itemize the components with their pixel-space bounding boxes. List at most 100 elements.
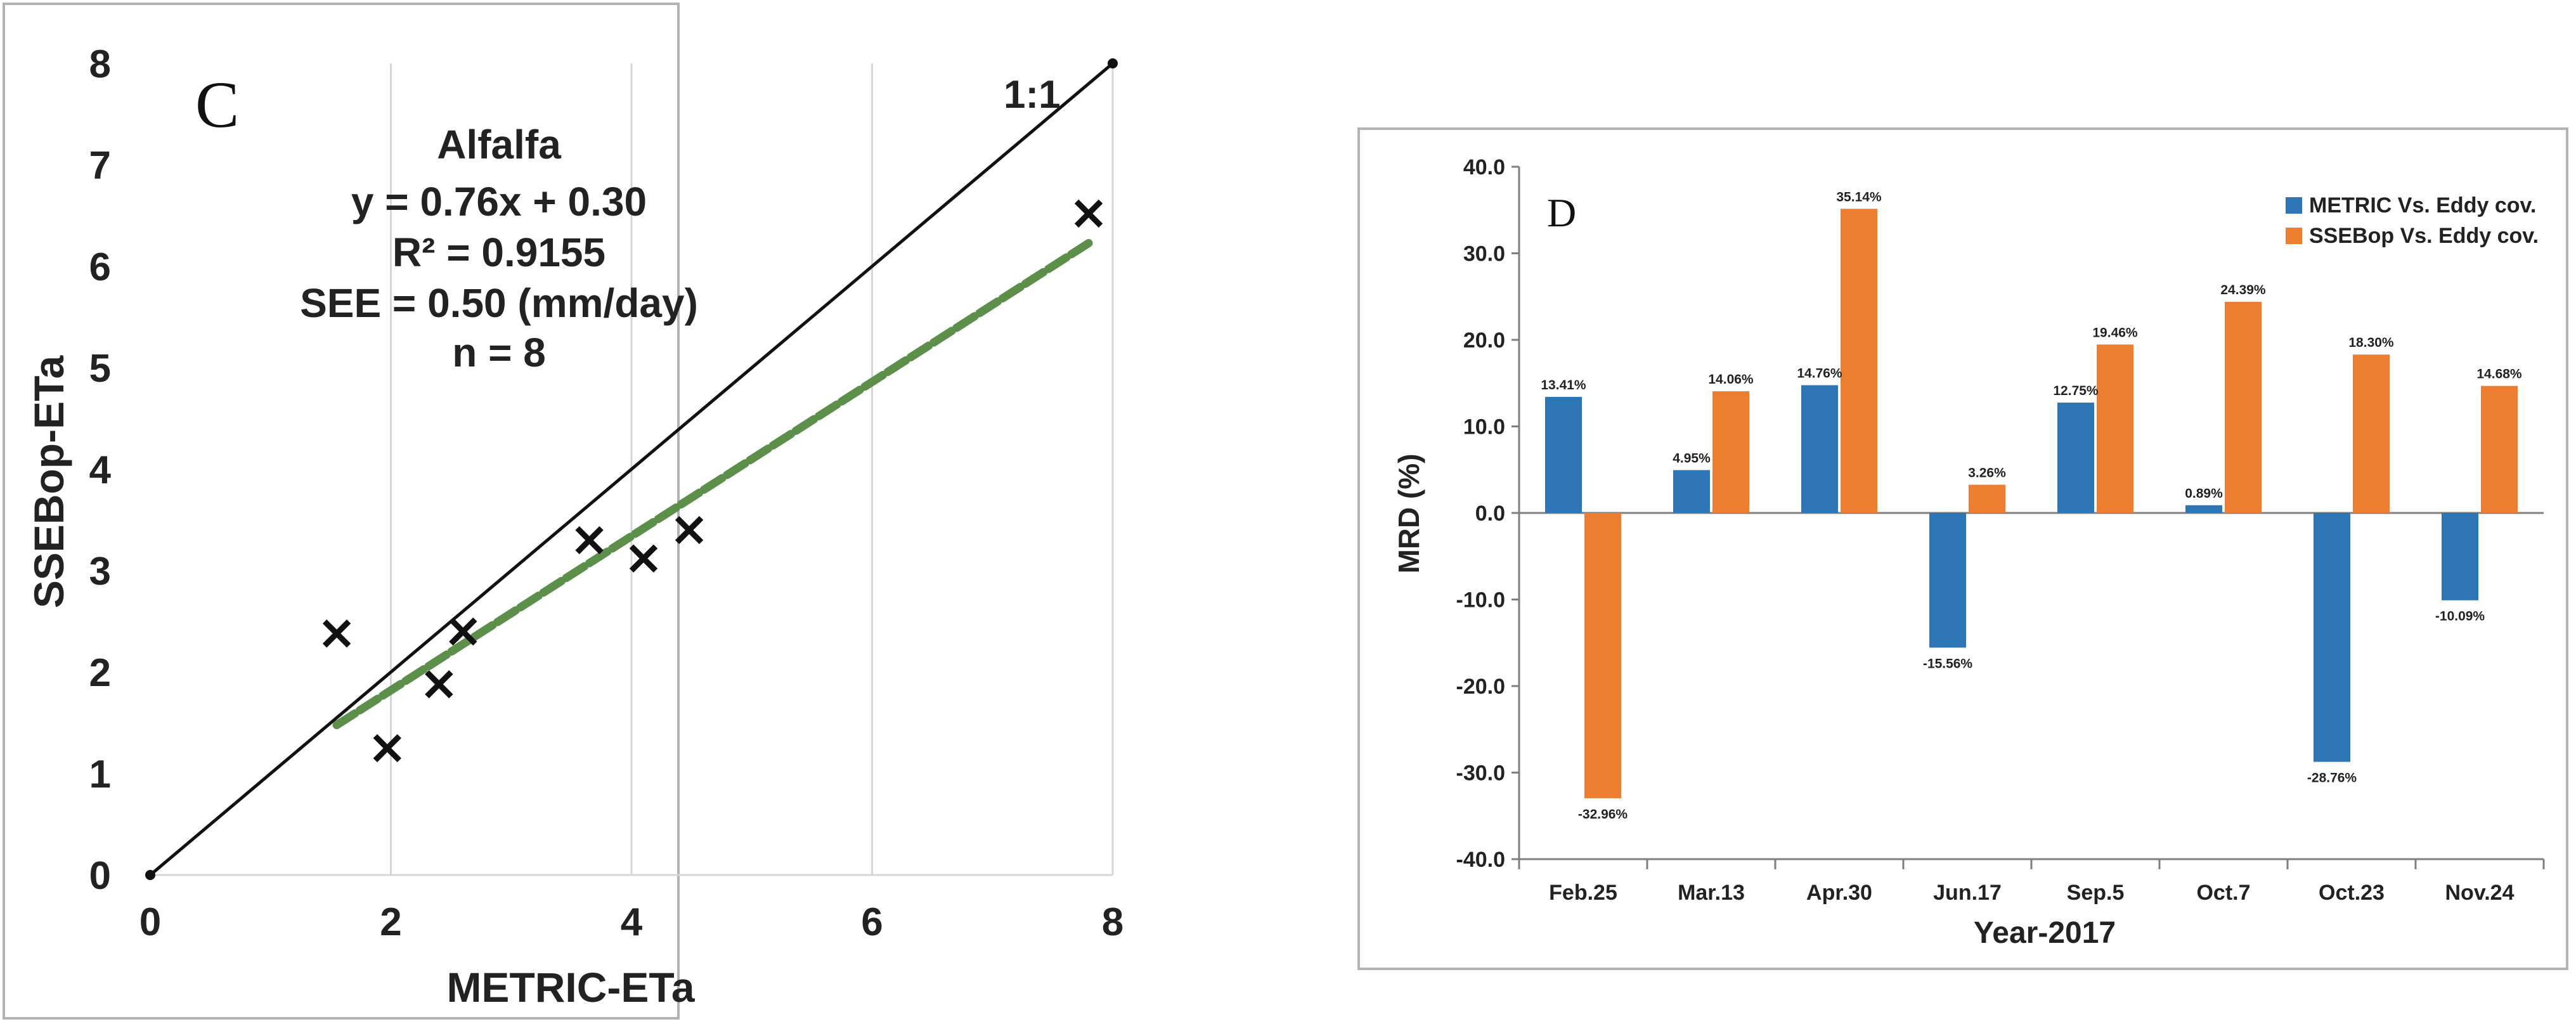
panel-c-data-points	[322, 199, 1103, 763]
regression-fit-line	[332, 239, 1093, 730]
data-point-marker	[425, 670, 453, 699]
bar-label-ssebop: 14.06%	[1708, 372, 1754, 387]
panel-d-x-tick-label: Nov.24	[2445, 881, 2515, 905]
legend-label-metric: METRIC Vs. Eddy cov.	[2309, 193, 2536, 217]
legend-label-ssebop: SSEBop Vs. Eddy cov.	[2309, 224, 2539, 248]
data-point-marker	[675, 515, 704, 545]
panel-d-x-axis-title: Year-2017	[1974, 916, 2116, 950]
bar-label-ssebop: 14.68%	[2476, 367, 2522, 382]
annotation-see: SEE = 0.50 (mm/day)	[300, 280, 698, 326]
panel-c-x-tick-label: 2	[380, 900, 401, 944]
panel-d-x-tick-label: Apr.30	[1806, 881, 1872, 905]
data-point-marker	[629, 544, 658, 573]
panel-d-y-tick-label: 30.0	[1463, 242, 1505, 266]
panel-c-label: C	[195, 68, 239, 141]
bar-label-metric: -10.09%	[2435, 609, 2485, 624]
bar-metric	[1801, 385, 1838, 513]
panel-d-y-tick-label: 10.0	[1463, 415, 1505, 439]
panel-d-x-tick-labels: Feb.25 Mar.13 Apr.30 Jun.17 Sep.5 Oct.7 Oct.23…	[1549, 881, 2514, 905]
bar-label-metric: 12.75%	[2053, 384, 2099, 398]
panel-d-y-tick-label: -10.0	[1456, 588, 1506, 612]
panel-d-y-axis-title: MRD (%)	[1392, 453, 1425, 573]
bar-ssebop	[1969, 484, 2005, 513]
bar-ssebop	[1841, 209, 1877, 513]
bar-label-ssebop: 24.39%	[2220, 283, 2266, 297]
data-point-marker	[575, 526, 604, 555]
bar-panel-d: 40.030.020.010.00.0-10.0-20.0-30.0-40.0 …	[1357, 127, 2568, 970]
panel-d-x-tick-label: Oct.23	[2319, 881, 2385, 905]
panel-c-y-axis-title: SSEBop-ETa	[25, 354, 72, 608]
panel-c-y-tick-label: 0	[89, 854, 111, 898]
panel-d-y-tick-label: -20.0	[1456, 675, 1506, 699]
panel-c-x-tick-label: 4	[621, 900, 643, 944]
panel-c-y-tick-label: 5	[89, 347, 111, 391]
panel-d-bar-value-labels: 13.41% -32.96% 4.95% 14.06% 14.76% 35.14% -15.…	[1541, 190, 2522, 822]
one-to-one-end-dot	[1108, 58, 1118, 68]
panel-d-x-tick-label: Feb.25	[1549, 881, 1617, 905]
bar-ssebop	[1712, 391, 1749, 513]
panel-d-frame	[1511, 165, 2545, 869]
panel-c-y-tick-label: 7	[89, 144, 111, 188]
bar-label-ssebop: 18.30%	[2348, 335, 2394, 350]
bar-metric	[2314, 513, 2350, 762]
legend-swatch-ssebop	[2286, 228, 2302, 244]
bar-metric	[2057, 402, 2094, 513]
panel-d-y-tick-label: -40.0	[1456, 848, 1506, 872]
panel-c-x-axis-title: METRIC-ETa	[446, 964, 695, 1011]
one-to-one-line	[149, 62, 1114, 876]
bar-metric	[1545, 396, 1582, 513]
panel-c-y-tick-label: 2	[89, 651, 111, 695]
annotation-equation: y = 0.76x + 0.30	[351, 179, 647, 224]
panel-d-x-tick-label: Jun.17	[1933, 881, 2002, 905]
bar-label-ssebop: -32.96%	[1578, 807, 1628, 822]
panel-c-x-tick-label: 0	[139, 900, 161, 944]
bar-ssebop	[2353, 354, 2390, 513]
panel-c-x-tick-labels: 0 2 4 6 8	[139, 900, 1123, 944]
panel-d-x-tick-label: Oct.7	[2196, 881, 2250, 905]
annotation-r-squared: R² = 0.9155	[392, 230, 605, 275]
annotation-n: n = 8	[452, 330, 546, 375]
panel-c-x-tick-label: 8	[1102, 900, 1123, 944]
panel-d-y-tick-label: 0.0	[1475, 502, 1505, 526]
bar-metric	[2185, 505, 2222, 513]
bar-metric	[1929, 513, 1966, 648]
panel-d-y-tick-label: -30.0	[1456, 762, 1506, 786]
panel-c-y-tick-label: 6	[89, 245, 111, 289]
panel-d-y-tick-label: 20.0	[1463, 328, 1505, 353]
bar-label-ssebop: 35.14%	[1836, 190, 1882, 204]
data-point-marker	[449, 617, 477, 646]
bar-label-metric: 4.95%	[1673, 451, 1711, 465]
bar-metric	[1673, 470, 1710, 513]
data-point-marker	[1074, 199, 1103, 228]
bar-label-metric: 14.76%	[1797, 366, 1842, 381]
bar-ssebop	[2481, 386, 2518, 513]
one-to-one-label: 1:1	[1004, 73, 1061, 117]
panel-d-x-tick-label: Mar.13	[1678, 881, 1745, 905]
panel-d-y-tick-label: 40.0	[1463, 155, 1505, 179]
panel-c-y-tick-label: 8	[89, 42, 111, 86]
bar-ssebop	[1584, 513, 1621, 798]
one-to-one-start-dot	[145, 870, 155, 880]
bar-ssebop	[2225, 302, 2262, 513]
panel-d-bars	[1545, 209, 2518, 798]
data-point-marker	[373, 734, 401, 763]
data-point-marker	[322, 619, 351, 648]
panel-c-y-tick-label: 3	[89, 550, 111, 593]
panel-c-y-tick-labels: 0 1 2 3 4 5 6 7 8	[89, 42, 112, 898]
panel-d-legend: METRIC Vs. Eddy cov. SSEBop Vs. Eddy cov…	[2286, 193, 2539, 248]
annotation-crop: Alfalfa	[437, 122, 561, 167]
scatter-panel-c: 0 1 2 3 4 5 6 7 8 0 2 4 6 8 C 1:1 Alfalfa y = 0.76x …	[3, 3, 1123, 1020]
panel-c-gridlines	[150, 63, 1114, 876]
bar-ssebop	[2097, 344, 2133, 513]
panel-d-label: D	[1547, 190, 1576, 235]
legend-swatch-metric	[2286, 197, 2302, 214]
panel-c-y-tick-label: 4	[89, 448, 112, 492]
bar-label-metric: 13.41%	[1541, 378, 1586, 392]
bar-metric	[2442, 513, 2478, 600]
panel-c-border	[3, 3, 680, 1020]
bar-label-ssebop: 3.26%	[1968, 466, 2006, 481]
panel-d-border	[1357, 127, 2568, 970]
panel-d-y-tick-labels: 40.0 30.0 20.0 10.0 0.0 -10.0 -20.0 -30.0 -40.0	[1456, 155, 1506, 872]
bar-label-ssebop: 19.46%	[2092, 325, 2138, 340]
